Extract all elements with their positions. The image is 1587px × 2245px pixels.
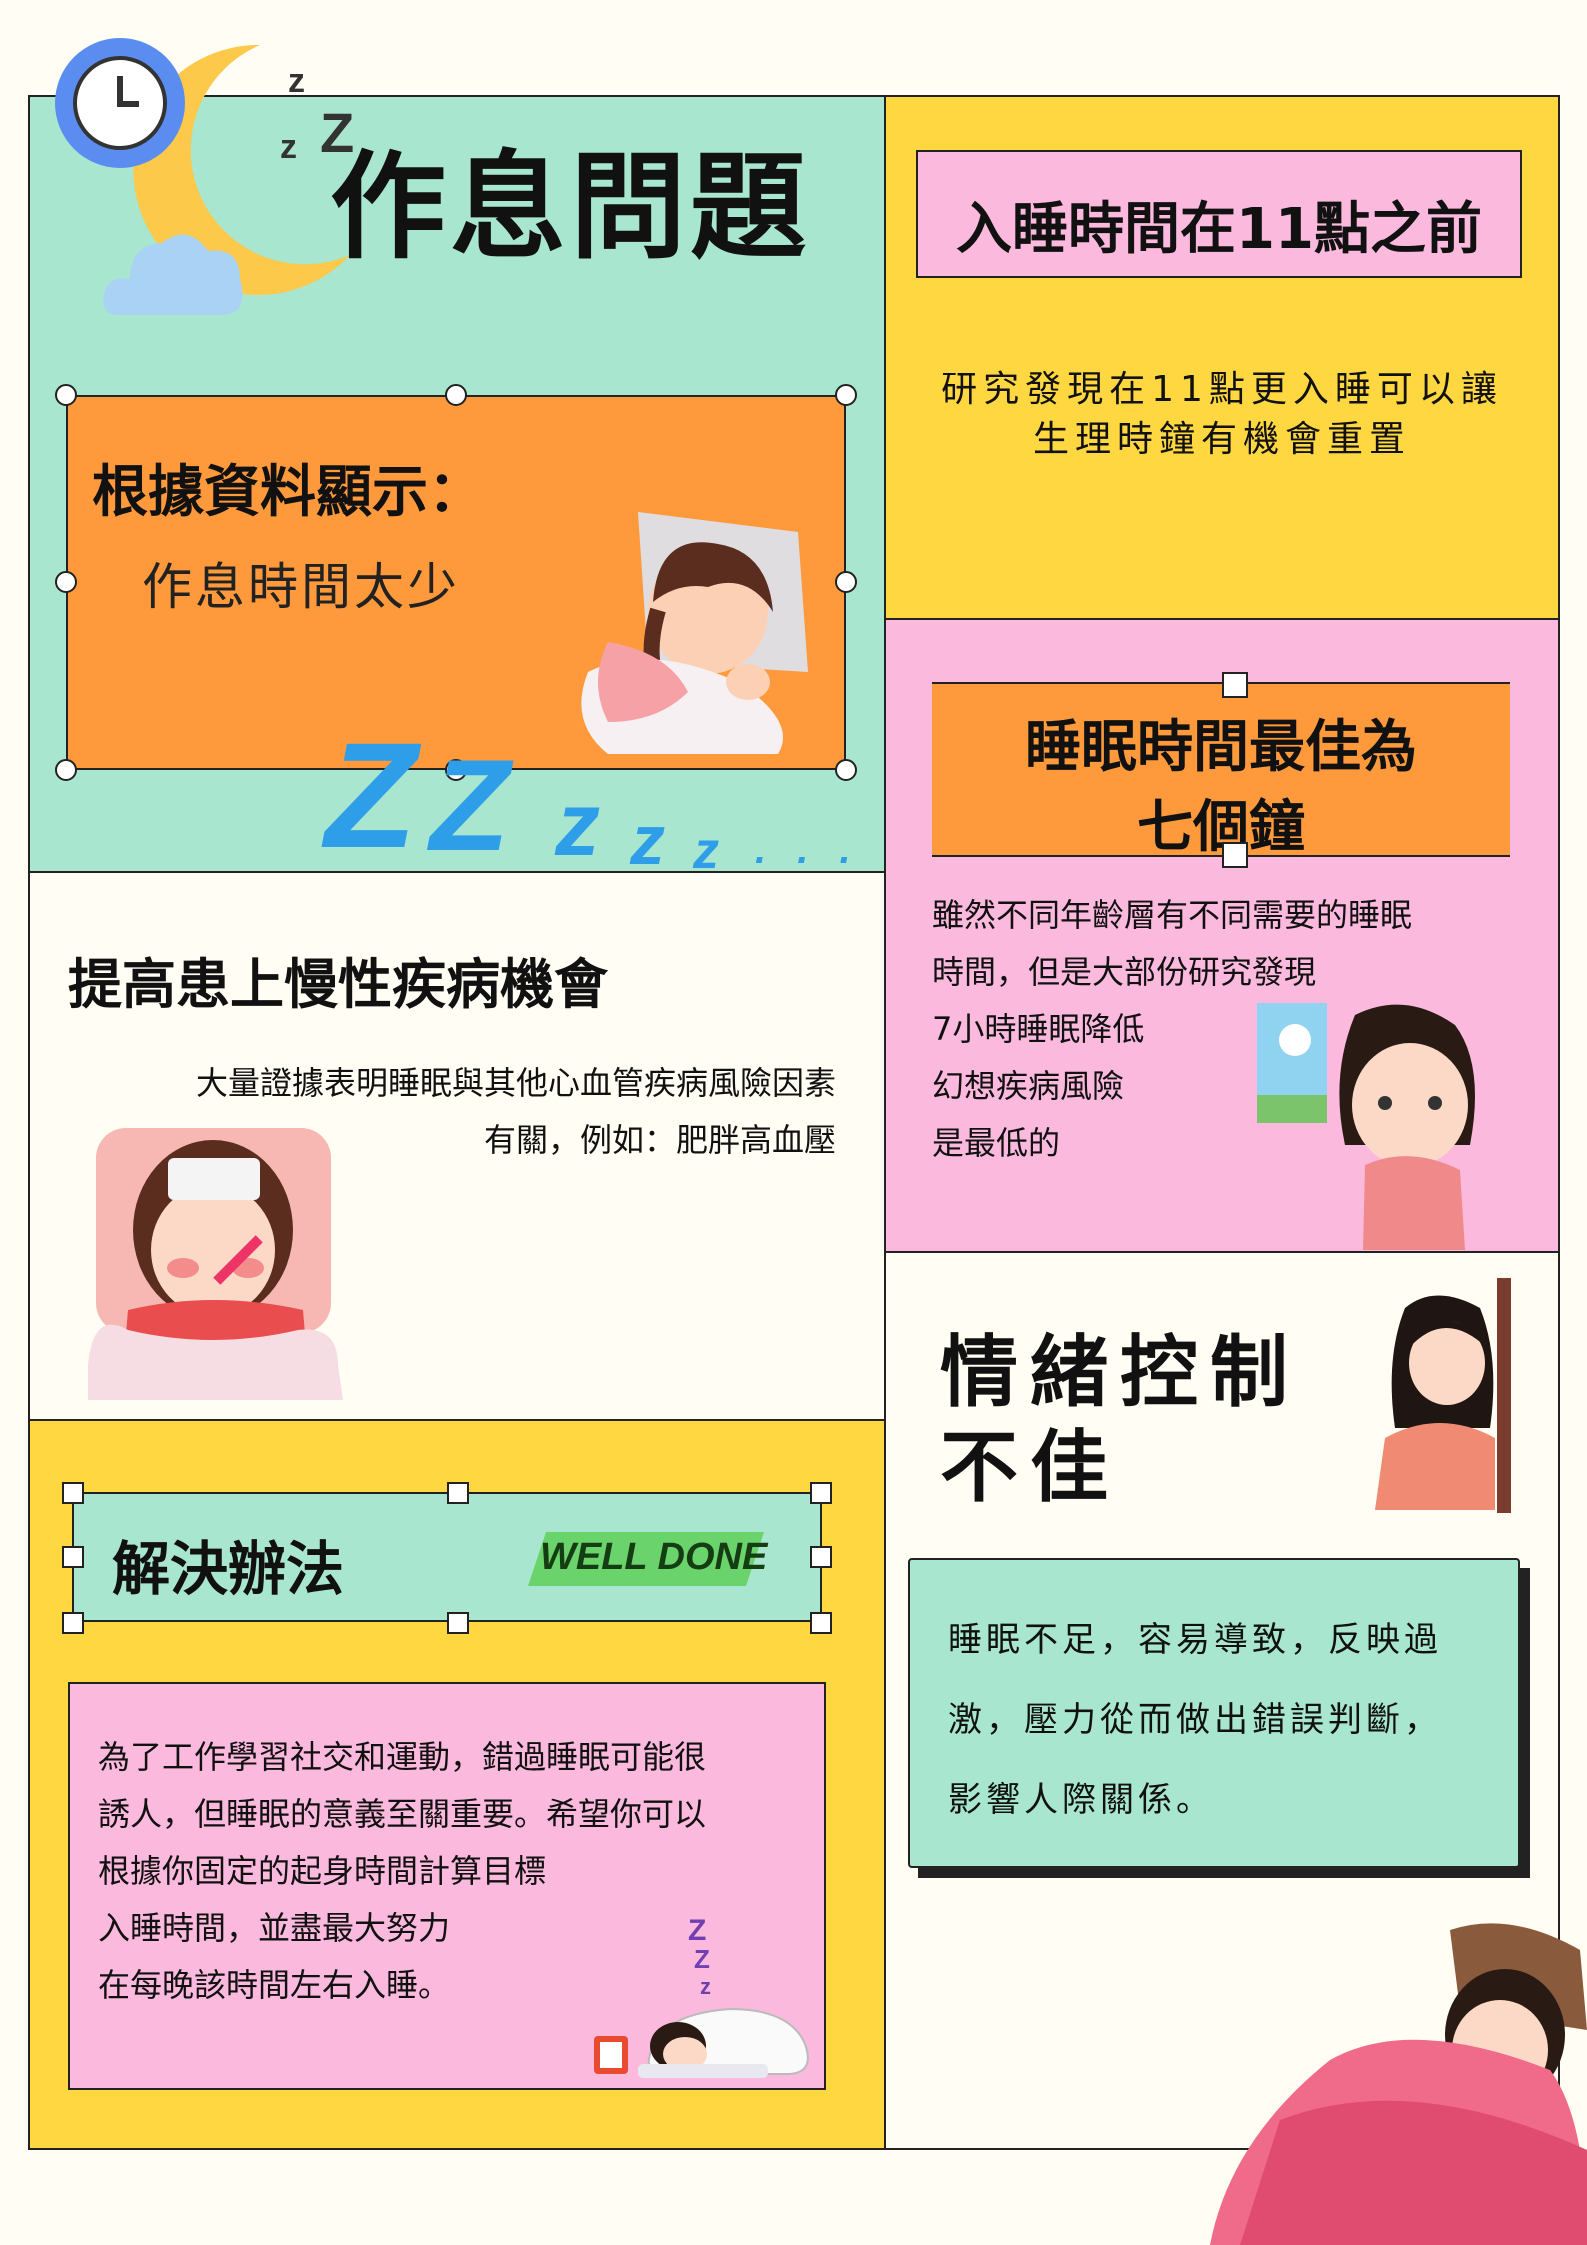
selection-handle[interactable]: [62, 1612, 84, 1634]
emotion-card-line-1: 睡眠不足，容易導致，反映過: [948, 1620, 1442, 1660]
svg-text:Z: Z: [694, 1944, 710, 1974]
page-title: 作息問題: [330, 140, 810, 275]
best-sleep-body-1: 雖然不同年齡層有不同需要的睡眠: [932, 896, 1413, 934]
selection-handle[interactable]: [1222, 842, 1248, 868]
best-sleep-heading-box: 睡眠時間最佳為 七個鐘: [932, 682, 1510, 860]
data-card: 根據資料顯示： 作息時間太少: [66, 395, 846, 770]
solution-heading: 解決辦法: [112, 1535, 345, 1603]
emotion-card-line-3: 影響人際關係。: [948, 1780, 1214, 1820]
selection-handle[interactable]: [1222, 672, 1248, 698]
sleep-before-11-body-2: 生理時鐘有機會重置: [1032, 419, 1411, 460]
solution-heading-box: 解決辦法 WELL DONE: [72, 1492, 822, 1622]
solution-body-5: 在每晚該時間左右入睡。: [98, 1966, 451, 2004]
best-sleep-body-3: 7小時睡眠降低: [932, 1010, 1145, 1048]
svg-text:z: z: [700, 1974, 711, 1999]
sick-girl-illustration: [88, 1128, 343, 1400]
sleeping-woman-illustration: [581, 512, 808, 754]
emotion-card: 睡眠不足，容易導致，反映過 激，壓力從而做出錯誤判斷， 影響人際關係。: [908, 1558, 1520, 1868]
emotion-heading-1: 情緒控制: [940, 1328, 1301, 1418]
solution-body-1: 為了工作學習社交和運動，錯過睡眠可能很: [98, 1738, 707, 1776]
best-sleep-body-2: 時間，但是大部份研究發現: [932, 953, 1317, 991]
solution-body-2: 誘人，但睡眠的意義至關重要。希望你可以: [98, 1795, 707, 1833]
best-sleep-heading-1: 睡眠時間最佳為: [1025, 715, 1417, 780]
solution-body-3: 根據你固定的起身時間計算目標: [98, 1852, 547, 1890]
selection-handle[interactable]: [55, 571, 77, 593]
selection-handle[interactable]: [810, 1612, 832, 1634]
zz-big-icon: Z Z z z z . . .: [325, 711, 861, 880]
best-sleep-body-4: 幻想疾病風險: [932, 1067, 1125, 1105]
girl-in-bed-illustration: [1210, 1923, 1587, 2245]
emotion-heading-2: 不佳: [940, 1423, 1121, 1513]
chronic-body-1: 大量證據表明睡眠與其他心血管疾病風險因素: [195, 1064, 836, 1102]
cloud-icon: [103, 234, 243, 315]
selection-handle[interactable]: [55, 384, 77, 406]
selection-handle[interactable]: [810, 1546, 832, 1568]
data-card-heading: 根據資料顯示：: [92, 460, 484, 525]
selection-handle[interactable]: [445, 384, 467, 406]
sleep-before-11-heading: 入睡時間在11點之前: [956, 197, 1482, 262]
selection-handle[interactable]: [835, 384, 857, 406]
selection-handle[interactable]: [835, 759, 857, 781]
sleep-before-11-body-1: 研究發現在11點更入睡可以讓: [941, 369, 1503, 410]
selection-handle[interactable]: [62, 1546, 84, 1568]
solution-body-4: 入睡時間，並盡最大努力: [98, 1909, 451, 1947]
chronic-body-2: 有關，例如：肥胖高血壓: [483, 1121, 836, 1159]
svg-text:Z: Z: [688, 1914, 706, 1947]
tired-woman-illustration: [1257, 1003, 1475, 1250]
sleeping-boy-illustration: Z Z z: [594, 1914, 809, 2078]
selection-handle[interactable]: [445, 759, 467, 781]
moon-icon: [133, 44, 350, 295]
selection-handle[interactable]: [447, 1612, 469, 1634]
chronic-heading: 提高患上慢性疾病機會: [68, 953, 608, 1016]
selection-handle[interactable]: [835, 571, 857, 593]
selection-handle[interactable]: [55, 759, 77, 781]
best-sleep-body-5: 是最低的: [932, 1124, 1061, 1162]
sleep-before-11-heading-box: 入睡時間在11點之前: [916, 150, 1522, 278]
well-done-badge: WELL DONE: [524, 1524, 786, 1594]
emotion-card-line-2: 激，壓力從而做出錯誤判斷，: [948, 1700, 1442, 1740]
well-done-text: WELL DONE: [540, 1536, 768, 1578]
selection-handle[interactable]: [810, 1482, 832, 1504]
sad-woman-illustration: [1375, 1278, 1511, 1513]
data-card-subtext: 作息時間太少: [142, 558, 460, 616]
selection-handle[interactable]: [447, 1482, 469, 1504]
solution-card: 為了工作學習社交和運動，錯過睡眠可能很 誘人，但睡眠的意義至關重要。希望你可以 …: [68, 1682, 826, 2090]
best-sleep-heading-2: 七個鐘: [1137, 795, 1305, 860]
clock-icon: [55, 38, 185, 168]
selection-handle[interactable]: [62, 1482, 84, 1504]
